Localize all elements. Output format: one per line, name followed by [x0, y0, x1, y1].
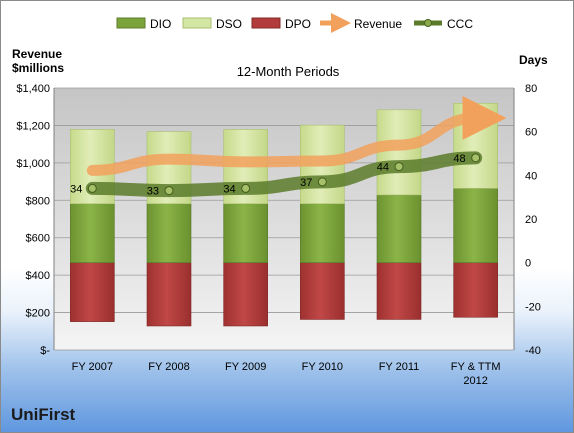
- company-name: UniFirst: [11, 405, 76, 424]
- legend-label-dso: DSO: [216, 17, 242, 31]
- ccc-point: [394, 162, 404, 172]
- y-right-tick-label: 20: [525, 214, 537, 226]
- y-left-tick-label: $1,400: [16, 83, 50, 95]
- bar-dio: [146, 203, 192, 263]
- y-left-tick-label: $400: [26, 270, 50, 282]
- bar-dpo: [376, 262, 422, 320]
- legend: DIO DSO DPO Revenue CCC: [116, 13, 473, 33]
- ccc-point: [471, 153, 481, 163]
- bar-dpo: [146, 262, 192, 327]
- y-left-tick-label: $1,200: [16, 120, 50, 132]
- legend-swatch-ccc-marker: [424, 19, 432, 27]
- y-left-tick-labels: $- $200 $400 $600 $800 $1,000 $1,200 $1,400: [16, 83, 50, 357]
- x-tick-label: FY 2011: [379, 361, 420, 373]
- legend-swatch-dso: [182, 17, 212, 29]
- chart-title: 12-Month Periods: [237, 64, 340, 79]
- y-right-tick-label: 0: [525, 258, 531, 270]
- bar-dio: [70, 203, 115, 263]
- y-left-label-line1: Revenue: [12, 47, 62, 61]
- y-right-tick-label: 80: [525, 83, 537, 95]
- y-left-tick-label: $-: [40, 345, 50, 357]
- x-tick-label: FY 2010: [302, 361, 343, 373]
- bar-dio: [453, 188, 498, 263]
- legend-label-dio: DIO: [150, 17, 171, 31]
- y-right-tick-label: 60: [525, 127, 537, 139]
- x-tick-label: FY 2009: [225, 361, 266, 373]
- bar-dio: [376, 194, 422, 263]
- y-right-tick-label: 40: [525, 170, 537, 182]
- x-tick-labels: FY 2007 FY 2008 FY 2009 FY 2010 FY 2011 FY & …: [72, 361, 501, 387]
- ccc-point: [164, 186, 174, 196]
- y-left-tick-label: $200: [26, 308, 50, 320]
- ccc-data-label: 37: [300, 177, 312, 189]
- ccc-point: [87, 183, 97, 193]
- bar-dpo: [300, 262, 345, 320]
- ccc-data-label: 34: [223, 183, 235, 195]
- ccc-point: [241, 183, 251, 193]
- y-left-tick-label: $1,000: [16, 158, 50, 170]
- legend-label-dpo: DPO: [285, 17, 311, 31]
- ccc-data-label: 44: [377, 162, 389, 174]
- y-right-tick-label: -40: [525, 345, 541, 357]
- bar-dio: [223, 203, 268, 263]
- y-left-label-line2: $millions: [12, 61, 64, 75]
- bar-dpo: [223, 262, 268, 327]
- y-right-tick-labels: -40 -20 0 20 40 60 80: [525, 83, 541, 357]
- x-tick-label: FY 2007: [72, 361, 113, 373]
- legend-label-ccc: CCC: [447, 17, 473, 31]
- y-left-tick-label: $800: [26, 195, 50, 207]
- legend-swatch-dpo: [251, 17, 281, 29]
- revenue-line: [86, 95, 507, 176]
- legend-swatch-dio: [116, 17, 146, 29]
- ccc-series: 34 33 34 37 44 48: [70, 151, 483, 198]
- ccc-data-label: 48: [453, 153, 465, 165]
- x-tick-label: 2012: [463, 375, 487, 387]
- bar-dpo: [453, 262, 498, 318]
- bar-dio: [300, 203, 345, 263]
- ccc-data-label: 33: [147, 186, 159, 198]
- ccc-data-label: 34: [70, 183, 82, 195]
- revenue-series: [86, 95, 507, 176]
- x-tick-label: FY & TTM: [451, 361, 501, 373]
- bar-dpo: [70, 262, 115, 322]
- bar-dso: [376, 109, 422, 196]
- y-right-tick-label: -20: [525, 301, 541, 313]
- y-right-label: Days: [519, 53, 548, 67]
- x-tick-label: FY 2008: [148, 361, 189, 373]
- y-left-tick-label: $600: [26, 233, 50, 245]
- legend-label-revenue: Revenue: [354, 17, 402, 31]
- ccc-point: [317, 177, 327, 187]
